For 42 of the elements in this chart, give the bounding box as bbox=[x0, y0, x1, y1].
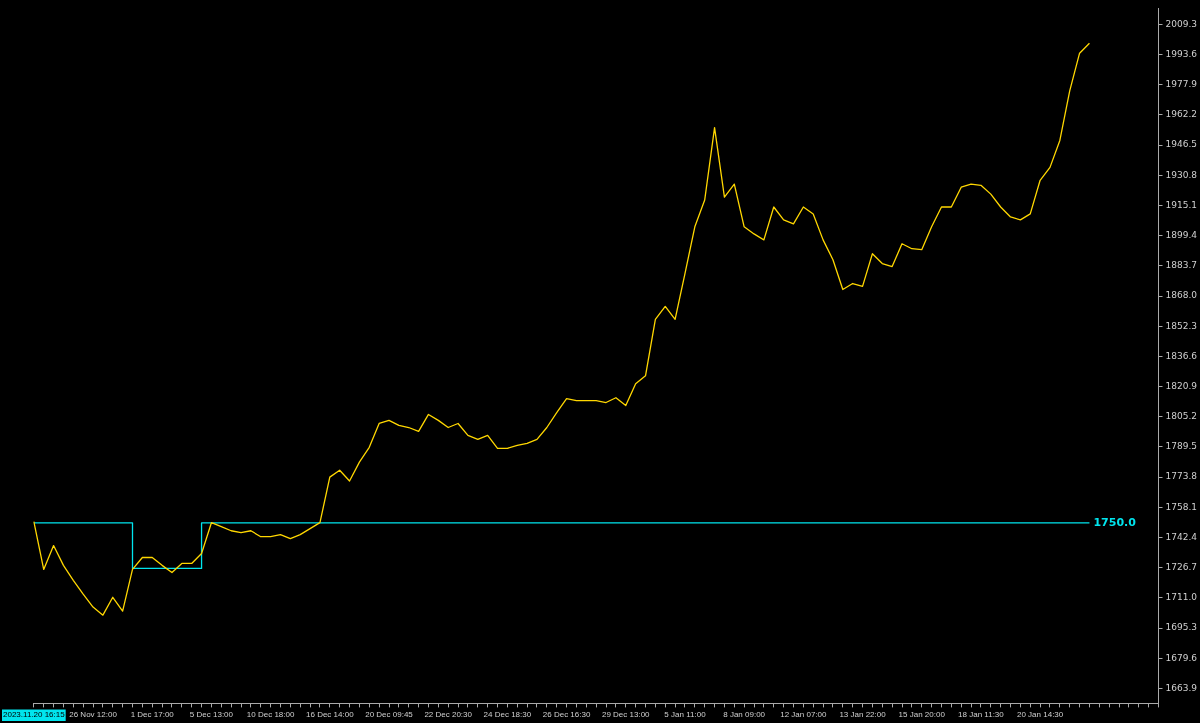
y-tick-label: 1773.8 bbox=[1165, 471, 1198, 482]
x-tick-label: 29 Dec 13:00 bbox=[601, 710, 651, 720]
x-tick-label: 18 Jan 11:30 bbox=[958, 710, 1005, 720]
y-tick-label: 1758.1 bbox=[1165, 501, 1198, 512]
y-tick-label: 1679.6 bbox=[1165, 652, 1198, 663]
y-tick-label: 1663.9 bbox=[1165, 682, 1198, 693]
x-tick-label: 1 Dec 17:00 bbox=[130, 710, 175, 720]
x-tick-label: 10 Dec 18:00 bbox=[246, 710, 295, 720]
x-tick-label: 8 Jan 09:00 bbox=[723, 710, 766, 720]
y-tick-label: 1852.3 bbox=[1165, 320, 1198, 331]
x-tick-label: 24 Dec 18:30 bbox=[483, 710, 532, 720]
x-tick-label: 2023.11.20 16:15 bbox=[3, 710, 66, 720]
y-tick-label: 1915.1 bbox=[1165, 199, 1198, 210]
x-tick-label: 5 Dec 13:00 bbox=[189, 710, 234, 720]
x-tick-label: 13 Jan 22:00 bbox=[839, 710, 887, 720]
y-tick-label: 1789.5 bbox=[1165, 441, 1198, 452]
y-tick-label: 1946.5 bbox=[1165, 139, 1198, 150]
y-tick-label: 1726.7 bbox=[1165, 562, 1198, 573]
x-tick-label: 26 Dec 16:30 bbox=[542, 710, 591, 720]
y-tick-label: 1883.7 bbox=[1165, 260, 1198, 271]
x-tick-label: 12 Jan 07:00 bbox=[780, 710, 828, 720]
y-tick-label: 1962.2 bbox=[1165, 109, 1198, 120]
y-tick-label: 1899.4 bbox=[1165, 229, 1198, 240]
y-tick-label: 2009.3 bbox=[1165, 18, 1198, 29]
annotation: 1750.0 bbox=[1093, 515, 1137, 529]
y-tick-label: 1993.6 bbox=[1165, 48, 1198, 59]
x-tick-label: 22 Dec 20:30 bbox=[424, 710, 473, 720]
x-tick-label: 26 Nov 12:00 bbox=[69, 710, 118, 720]
x-tick-label: 15 Jan 20:00 bbox=[898, 710, 946, 720]
x-tick-label: 20 Jan 14:30 bbox=[1016, 710, 1064, 720]
y-tick-label: 1805.2 bbox=[1165, 411, 1198, 422]
y-tick-label: 1695.3 bbox=[1165, 622, 1198, 633]
x-tick-label: 5 Jan 11:00 bbox=[664, 710, 707, 720]
y-tick-label: 1742.4 bbox=[1165, 531, 1198, 542]
y-tick-label: 1820.9 bbox=[1165, 380, 1198, 391]
y-tick-label: 1930.8 bbox=[1165, 169, 1198, 180]
y-tick-label: 1868.0 bbox=[1165, 290, 1198, 301]
y-tick-label: 1977.9 bbox=[1165, 79, 1198, 90]
x-tick-label: 20 Dec 09:45 bbox=[365, 710, 414, 720]
y-tick-label: 1836.6 bbox=[1165, 350, 1198, 361]
x-tick-label: 16 Dec 14:00 bbox=[306, 710, 355, 720]
y-tick-label: 1711.0 bbox=[1165, 592, 1198, 603]
